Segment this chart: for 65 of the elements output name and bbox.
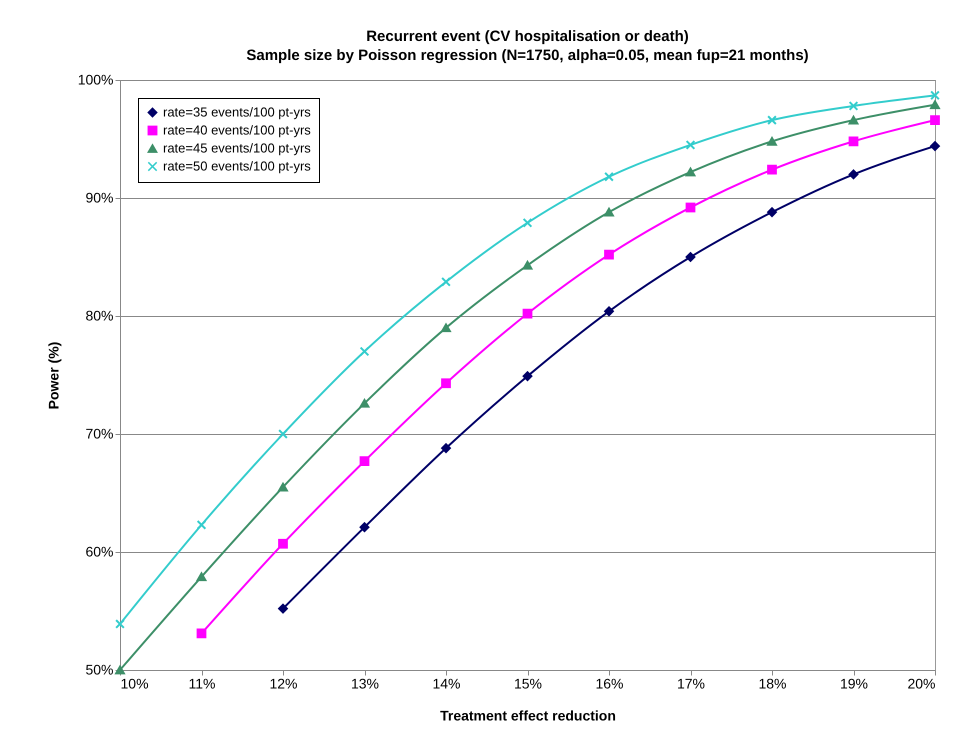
point	[522, 218, 532, 228]
point	[441, 443, 451, 454]
point	[604, 250, 614, 260]
point	[930, 141, 940, 151]
x-tick-label: 11%	[188, 676, 216, 692]
point	[930, 100, 940, 110]
point	[686, 252, 696, 262]
point	[848, 136, 858, 146]
point	[604, 208, 614, 217]
x-tick-label: 15%	[514, 676, 542, 692]
x-tick-label: 16%	[595, 676, 624, 692]
y-tick-label: 100%	[78, 72, 114, 88]
point	[930, 90, 940, 100]
point	[522, 260, 532, 270]
x-tick-label: 20%	[907, 676, 936, 692]
point	[848, 101, 858, 111]
point	[686, 202, 696, 212]
point	[115, 619, 125, 629]
point	[686, 140, 696, 150]
x-tick-label: 14%	[432, 676, 461, 692]
point	[360, 456, 370, 466]
point	[196, 520, 206, 530]
point	[441, 378, 451, 388]
point	[767, 207, 777, 218]
point	[278, 538, 288, 549]
y-axis-title: Power (%)	[46, 342, 62, 410]
x-tick-label: 12%	[269, 676, 298, 692]
point	[360, 522, 370, 532]
legend-label: rate=45 events/100 pt-yrs	[163, 140, 312, 156]
chart-subtitle: Sample size by Poisson regression (N=1750, alpha=0.05, mean fup=21 months)	[246, 47, 809, 64]
point	[767, 115, 777, 125]
point	[848, 116, 858, 124]
point	[360, 346, 370, 356]
point	[278, 429, 288, 439]
x-axis-title: Treatment effect reduction	[440, 708, 616, 724]
x-tick-label: 18%	[758, 676, 787, 692]
point	[196, 572, 206, 582]
legend-label: rate=35 events/100 pt-yrs	[163, 104, 312, 120]
x-tick-label: 19%	[840, 676, 868, 692]
point	[604, 306, 614, 316]
point	[848, 170, 858, 180]
y-tick-label: 90%	[85, 190, 114, 206]
point	[604, 172, 614, 182]
point	[686, 168, 696, 176]
point	[930, 115, 940, 125]
point	[441, 323, 451, 332]
point	[767, 137, 777, 146]
point	[278, 604, 288, 614]
y-tick-label: 60%	[85, 544, 114, 560]
legend-label: rate=40 events/100 pt-yrs	[163, 122, 312, 138]
x-tick-label: 13%	[350, 676, 380, 692]
x-tick-label: 17%	[676, 676, 706, 692]
y-tick-label: 80%	[85, 308, 114, 324]
point	[522, 371, 532, 382]
point	[522, 308, 532, 319]
x-tick-label: 10%	[120, 676, 149, 692]
point	[767, 164, 777, 175]
y-tick-label: 50%	[85, 662, 114, 678]
y-tick-label: 70%	[85, 426, 114, 442]
point	[196, 628, 206, 638]
point	[278, 482, 288, 492]
chart-title: Recurrent event (CV hospitalisation or death)	[366, 28, 689, 45]
legend-label: rate=50 events/100 pt-yrs	[163, 158, 312, 174]
point	[441, 276, 451, 287]
point	[360, 398, 370, 408]
